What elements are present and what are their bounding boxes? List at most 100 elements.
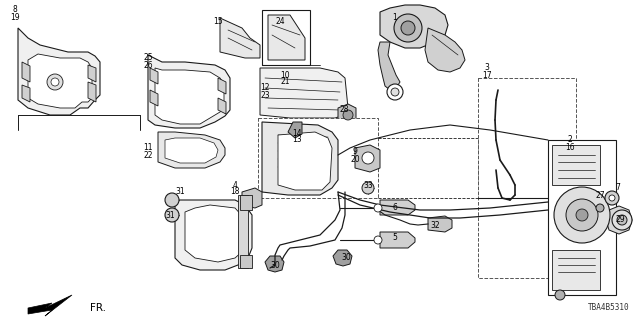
Text: 26: 26 xyxy=(143,60,153,69)
Polygon shape xyxy=(260,68,348,118)
Text: 11: 11 xyxy=(143,143,153,153)
Polygon shape xyxy=(22,85,30,102)
Bar xyxy=(478,78,576,278)
Text: 32: 32 xyxy=(430,220,440,229)
Circle shape xyxy=(554,187,610,243)
Text: 25: 25 xyxy=(143,53,153,62)
Text: 16: 16 xyxy=(565,142,575,151)
Text: 24: 24 xyxy=(275,18,285,27)
Polygon shape xyxy=(150,68,158,84)
Text: 21: 21 xyxy=(280,77,290,86)
Text: 27: 27 xyxy=(595,190,605,199)
Polygon shape xyxy=(380,200,415,215)
Circle shape xyxy=(576,209,588,221)
Polygon shape xyxy=(175,200,252,270)
Circle shape xyxy=(165,208,179,222)
Polygon shape xyxy=(220,18,260,58)
Polygon shape xyxy=(333,250,352,266)
Polygon shape xyxy=(240,195,252,210)
Circle shape xyxy=(401,21,415,35)
Polygon shape xyxy=(425,28,465,72)
Polygon shape xyxy=(380,232,415,248)
Polygon shape xyxy=(155,68,224,124)
Circle shape xyxy=(596,204,604,212)
Text: 5: 5 xyxy=(392,234,397,243)
Circle shape xyxy=(165,193,179,207)
Circle shape xyxy=(362,152,374,164)
Polygon shape xyxy=(158,132,225,168)
Text: 14: 14 xyxy=(292,129,302,138)
Polygon shape xyxy=(268,15,305,60)
Polygon shape xyxy=(88,82,96,102)
Polygon shape xyxy=(606,206,632,234)
Polygon shape xyxy=(428,216,452,232)
Polygon shape xyxy=(552,145,600,185)
Circle shape xyxy=(566,199,598,231)
Polygon shape xyxy=(552,250,600,290)
Text: 30: 30 xyxy=(270,260,280,269)
Polygon shape xyxy=(238,195,248,268)
Polygon shape xyxy=(165,138,218,163)
Polygon shape xyxy=(185,205,246,262)
Polygon shape xyxy=(242,188,262,208)
Polygon shape xyxy=(218,78,226,94)
Text: 3: 3 xyxy=(484,63,490,73)
Text: 6: 6 xyxy=(392,204,397,212)
Circle shape xyxy=(555,290,565,300)
Text: 13: 13 xyxy=(292,135,302,145)
Circle shape xyxy=(51,78,59,86)
Text: 31: 31 xyxy=(165,211,175,220)
Polygon shape xyxy=(18,28,100,115)
Circle shape xyxy=(362,182,374,194)
Circle shape xyxy=(394,14,422,42)
Text: 29: 29 xyxy=(615,215,625,225)
Polygon shape xyxy=(28,54,92,108)
Polygon shape xyxy=(148,55,230,128)
Text: 4: 4 xyxy=(232,180,237,189)
Text: TBA4B5310: TBA4B5310 xyxy=(588,303,630,312)
Polygon shape xyxy=(288,122,302,138)
Circle shape xyxy=(374,236,382,244)
Text: 10: 10 xyxy=(280,70,290,79)
Text: 19: 19 xyxy=(10,13,20,22)
Text: 9: 9 xyxy=(353,148,357,156)
Text: 18: 18 xyxy=(230,188,240,196)
Circle shape xyxy=(391,88,399,96)
Text: 15: 15 xyxy=(213,18,223,27)
Text: 20: 20 xyxy=(350,155,360,164)
Polygon shape xyxy=(355,145,380,172)
Polygon shape xyxy=(28,295,72,316)
Polygon shape xyxy=(262,122,338,195)
Bar xyxy=(258,118,378,198)
Polygon shape xyxy=(338,104,356,126)
Text: FR.: FR. xyxy=(90,303,106,313)
Text: 7: 7 xyxy=(616,183,620,193)
Polygon shape xyxy=(378,42,400,90)
Polygon shape xyxy=(150,90,158,106)
Text: 8: 8 xyxy=(13,5,17,14)
Polygon shape xyxy=(240,255,252,268)
Circle shape xyxy=(612,210,632,230)
Text: 28: 28 xyxy=(339,106,349,115)
Polygon shape xyxy=(278,132,332,190)
Polygon shape xyxy=(218,98,226,114)
Text: 33: 33 xyxy=(363,180,373,189)
Circle shape xyxy=(609,195,615,201)
Text: 1: 1 xyxy=(392,13,397,22)
Circle shape xyxy=(47,74,63,90)
Polygon shape xyxy=(88,65,96,82)
Polygon shape xyxy=(380,5,448,48)
Circle shape xyxy=(343,110,353,120)
Polygon shape xyxy=(265,256,284,272)
Text: 12: 12 xyxy=(260,84,269,92)
Text: 30: 30 xyxy=(341,253,351,262)
Circle shape xyxy=(387,84,403,100)
Bar xyxy=(262,10,310,65)
Text: 31: 31 xyxy=(175,188,185,196)
Text: 22: 22 xyxy=(143,150,153,159)
Text: 2: 2 xyxy=(568,135,572,145)
Polygon shape xyxy=(22,62,30,82)
Circle shape xyxy=(374,204,382,212)
Text: 17: 17 xyxy=(482,70,492,79)
Text: 23: 23 xyxy=(260,91,270,100)
